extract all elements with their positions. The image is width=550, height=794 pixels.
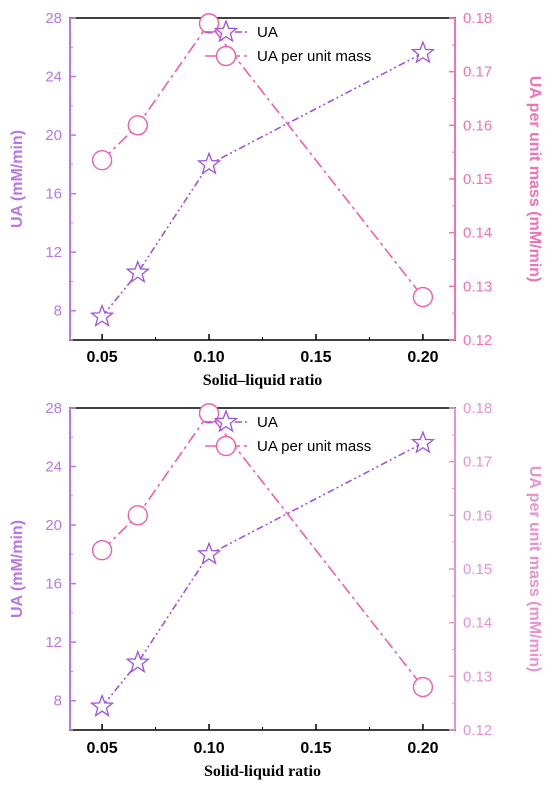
right-y-tick-label: 0.15	[463, 561, 492, 578]
series-line-ua-per-unit-mass	[101, 22, 424, 298]
left-y-tick-label: 24	[45, 69, 62, 86]
left-y-tick-label: 24	[45, 459, 62, 476]
legend-star-marker	[213, 19, 239, 43]
right-y-tick-label: 0.14	[463, 225, 492, 242]
right-y-tick-label: 0.13	[463, 668, 492, 685]
x-tick-label: 0.15	[300, 740, 331, 757]
plot-frame	[69, 407, 456, 731]
legend-entry-label: UA	[257, 414, 278, 431]
right-y-tick-label: 0.13	[463, 278, 492, 295]
right-y-axis-label: UA per unit mass (mM/min)	[526, 76, 543, 283]
right-y-tick-label: 0.14	[463, 615, 492, 632]
ua-point	[196, 541, 222, 565]
ua-point	[125, 649, 151, 674]
ua-point	[89, 693, 115, 717]
x-tick-label: 0.05	[87, 349, 118, 366]
right-y-tick-label: 0.15	[463, 171, 492, 188]
left-y-axis-label: UA (mM/min)	[9, 130, 26, 228]
series-line-ua-per-unit-mass	[101, 412, 424, 688]
left-y-tick-label: 16	[45, 186, 62, 203]
ua-point	[125, 259, 151, 284]
series-line-ua	[101, 52, 424, 318]
legend-entry-label: UA per unit mass	[257, 438, 371, 455]
ua-per-unit-mass-point	[91, 150, 113, 171]
right-y-tick-label: 0.16	[463, 117, 492, 134]
left-y-tick-label: 20	[45, 127, 62, 144]
ua-per-unit-mass-point	[127, 505, 149, 526]
left-y-tick-label: 8	[54, 303, 62, 320]
ua-per-unit-mass-point	[412, 676, 434, 698]
left-y-tick-label: 12	[45, 244, 62, 261]
ua-point	[196, 151, 222, 175]
legend-entry-label: UA per unit mass	[257, 48, 371, 65]
left-y-tick-label: 8	[54, 693, 62, 710]
left-y-tick-label: 28	[45, 10, 62, 27]
plot-frame	[69, 17, 456, 341]
left-y-tick-label: 16	[45, 576, 62, 593]
left-y-tick-label: 20	[45, 517, 62, 534]
legend-circle-marker	[215, 45, 237, 67]
x-tick-label: 0.20	[407, 349, 438, 366]
ua-point	[410, 430, 436, 454]
x-tick-label: 0.10	[193, 349, 224, 366]
ua-per-unit-mass-point	[91, 540, 113, 561]
chart-panel-1: 8 12 16 20 24 28 0.12 0.13 0.14 0.15 0.16 0.17 0.18 0…	[9, 10, 543, 389]
left-y-axis-label: UA (mM/min)	[9, 520, 26, 618]
x-tick-label: 0.20	[407, 740, 438, 757]
right-y-tick-label: 0.17	[463, 64, 492, 81]
legend-circle-marker	[215, 435, 237, 457]
x-tick-label: 0.05	[87, 740, 118, 757]
right-y-tick-label: 0.16	[463, 507, 492, 524]
legend-star-marker	[213, 409, 239, 433]
right-y-tick-label: 0.18	[463, 10, 492, 27]
right-y-tick-label: 0.18	[463, 400, 492, 417]
left-y-tick-label: 12	[45, 634, 62, 651]
ua-per-unit-mass-point	[412, 286, 434, 308]
legend-entry-label: UA	[257, 24, 278, 41]
right-y-tick-label: 0.12	[463, 722, 492, 739]
ua-per-unit-mass-point	[198, 403, 220, 424]
ua-per-unit-mass-point	[198, 13, 220, 34]
chart-panel-2: 8 12 16 20 24 28 0.12 0.13 0.14 0.15 0.16 0.17 0.18 0…	[9, 400, 543, 780]
right-y-tick-label: 0.12	[463, 332, 492, 349]
x-axis-label: Solid–liquid ratio	[203, 372, 323, 389]
series-line-ua	[101, 442, 424, 708]
left-y-tick-label: 28	[45, 400, 62, 417]
x-tick-label: 0.10	[193, 740, 224, 757]
ua-per-unit-mass-point	[127, 115, 149, 136]
ua-point	[89, 303, 115, 327]
right-y-axis-label: UA per unit mass (mM/min)	[526, 466, 543, 673]
right-y-tick-label: 0.17	[463, 454, 492, 471]
x-tick-label: 0.15	[300, 349, 331, 366]
ua-point	[410, 40, 436, 64]
x-axis-label: Solid-liquid ratio	[204, 763, 321, 780]
